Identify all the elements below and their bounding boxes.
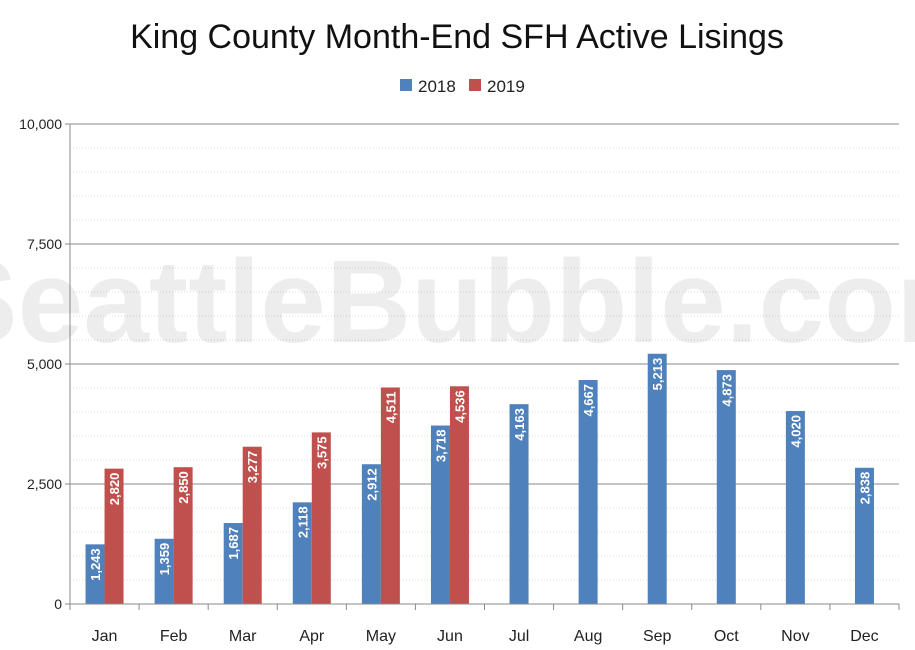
data-label: 2,820: [107, 473, 122, 506]
data-label: 4,511: [383, 391, 398, 423]
y-tick-label: 5,000: [27, 356, 62, 372]
data-label: 3,718: [433, 430, 448, 463]
bar-2018-jun: [430, 425, 450, 604]
bar-2018-feb: [154, 538, 174, 604]
x-tick-label: Aug: [574, 628, 602, 645]
data-label: 4,020: [788, 415, 803, 448]
x-tick-label: Nov: [781, 628, 809, 645]
data-label: 4,667: [581, 384, 596, 417]
data-label: 2,912: [364, 468, 379, 501]
bar-2019-may: [380, 387, 400, 604]
data-label: 1,359: [157, 543, 172, 576]
y-tick-label: 10,000: [19, 116, 62, 132]
bar-2018-aug: [578, 379, 598, 604]
y-axis: 0 2,500 5,000 7,500 10,000: [19, 116, 71, 612]
x-tick-label: Sep: [643, 628, 672, 645]
y-tick-label: 7,500: [27, 236, 62, 252]
legend-label-2019: 2019: [487, 77, 525, 96]
data-label: 3,277: [245, 451, 260, 484]
y-tick-label: 2,500: [27, 476, 62, 492]
bar-2018-oct: [716, 370, 736, 604]
x-tick-label: Mar: [229, 628, 257, 645]
bar-2019-jun: [449, 386, 469, 604]
bar-2018-jan: [85, 544, 105, 604]
x-tick-label: Dec: [850, 628, 878, 645]
x-tick-label: Jul: [509, 628, 529, 645]
data-label: 1,243: [88, 548, 103, 581]
legend-swatch-2018: [400, 79, 412, 91]
bar-2018-jul: [509, 404, 529, 604]
data-label: 1,687: [226, 527, 241, 560]
watermark: SeattleBubble.com: [0, 236, 915, 368]
data-label: 4,536: [452, 390, 467, 423]
x-tick-label: Feb: [160, 628, 188, 645]
data-label: 2,838: [857, 472, 872, 505]
bar-2019-mar: [242, 446, 262, 604]
bar-2019-feb: [173, 467, 193, 604]
legend: 2018 2019: [400, 77, 525, 96]
x-tick-label: Jun: [437, 628, 463, 645]
x-tick-label: Jan: [92, 628, 118, 645]
bar-2018-may: [361, 464, 381, 604]
x-axis: Jan Feb Mar Apr May Jun Jul Aug Sep Oct Nov Dec: [69, 603, 900, 645]
x-tick-label: May: [366, 628, 396, 645]
data-label: 4,873: [719, 374, 734, 407]
bars: 1,243 2,820 1,359 2,850 1,687 3,277 2,118 3,575…: [85, 353, 874, 604]
bar-2019-jan: [104, 468, 124, 604]
data-label: 5,213: [650, 358, 665, 391]
bar-2019-apr: [311, 432, 331, 604]
bar-2018-sep: [647, 353, 667, 604]
legend-label-2018: 2018: [418, 77, 456, 96]
y-tick-label: 0: [54, 596, 62, 612]
chart-title: King County Month-End SFH Active Lisings: [130, 18, 784, 56]
bar-2018-nov: [785, 411, 805, 604]
bar-2018-apr: [292, 502, 312, 604]
data-label: 3,575: [314, 436, 329, 469]
data-label: 2,118: [295, 506, 310, 538]
legend-swatch-2019: [469, 79, 481, 91]
bar-2018-dec: [854, 467, 874, 604]
x-tick-label: Apr: [299, 628, 325, 645]
data-label: 4,163: [512, 408, 527, 441]
x-tick-label: Oct: [714, 628, 739, 645]
bar-2018-mar: [223, 523, 243, 604]
data-label: 2,850: [176, 471, 191, 504]
